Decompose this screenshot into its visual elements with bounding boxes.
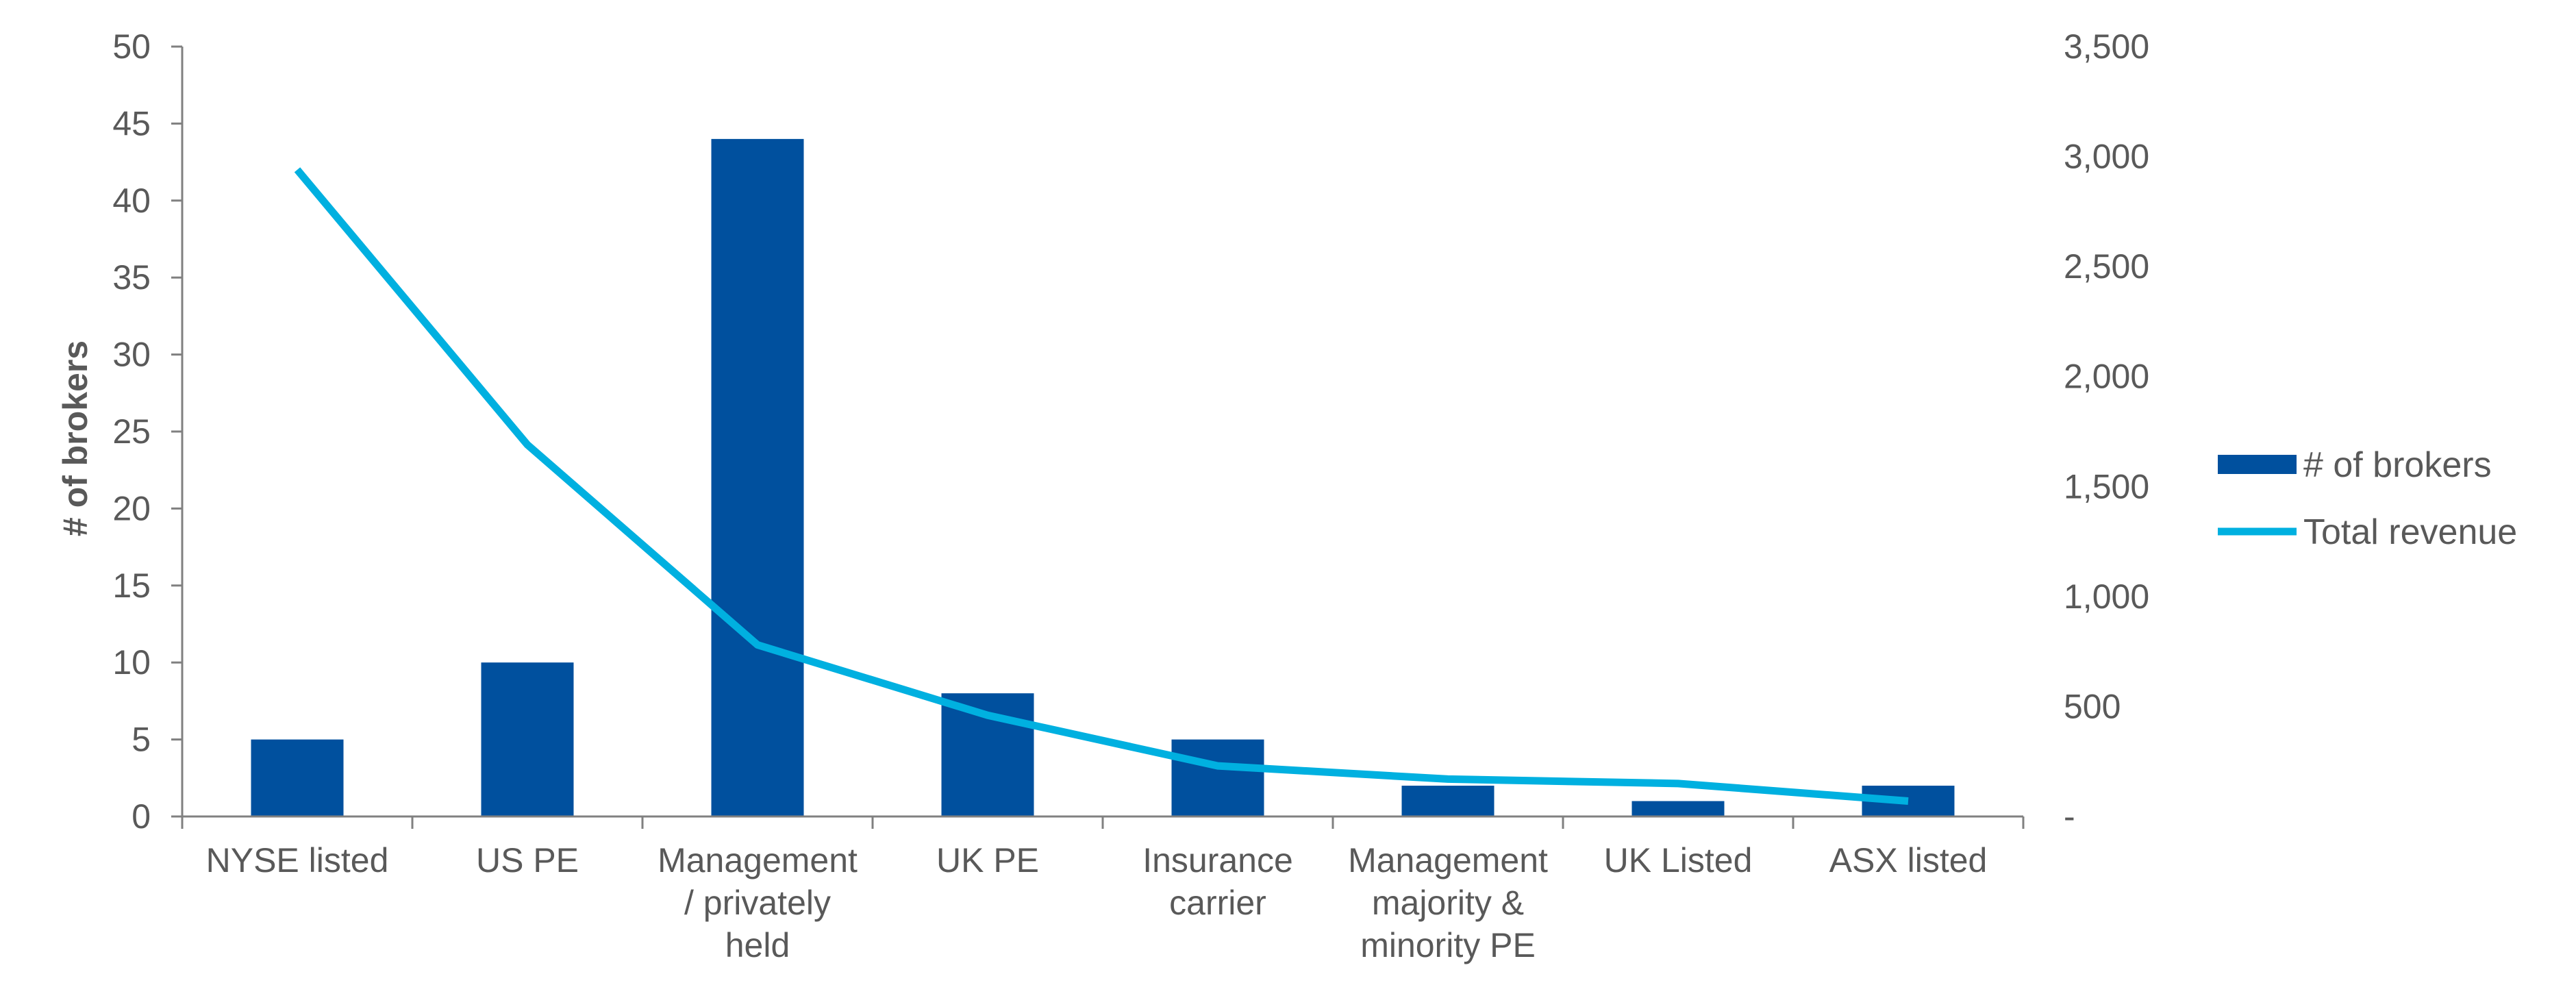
- bar: [481, 662, 574, 816]
- y-right-tick-label: 500: [2064, 687, 2121, 725]
- y-right-tick-label: 1,500: [2064, 467, 2149, 506]
- legend-swatch-bar: [2218, 455, 2297, 474]
- y-left-tick-label: 0: [132, 797, 151, 836]
- y-left-tick-label: 15: [112, 566, 151, 605]
- legend-label-revenue: Total revenue: [2303, 512, 2517, 552]
- x-tick-label: NYSE listed: [206, 841, 389, 880]
- y-right-tick-label: 3,500: [2064, 27, 2149, 66]
- y-left-tick-label: 50: [112, 27, 151, 66]
- x-tick-label: ASX listed: [1829, 841, 1988, 880]
- bar: [251, 739, 344, 816]
- y-left-tick-label: 35: [112, 258, 151, 297]
- y-left-tick-label: 5: [132, 721, 151, 759]
- x-tick-label: Management / privately held: [658, 841, 858, 964]
- legend-label-brokers: # of brokers: [2303, 445, 2492, 485]
- bar: [1401, 786, 1495, 816]
- y-left-tick-label: 20: [112, 489, 151, 527]
- x-tick-label: Insurance carrier: [1142, 841, 1293, 922]
- y-right-tick-label: 1,000: [2064, 577, 2149, 616]
- bar: [711, 138, 804, 816]
- y-right-tick-label: -: [2064, 797, 2075, 836]
- y-right-tick-label: 2,000: [2064, 358, 2149, 396]
- y-left-tick-label: 40: [112, 182, 151, 220]
- bar-series: [251, 138, 1955, 816]
- x-tick-label: US PE: [476, 841, 579, 880]
- y-left-tick-label: 30: [112, 336, 151, 374]
- bar: [1631, 801, 1725, 816]
- bar: [1171, 739, 1264, 816]
- line-series: [294, 167, 1909, 806]
- revenue-line: [294, 167, 1909, 806]
- x-tick-label: Management majority & minority PE: [1348, 841, 1548, 964]
- legend: # of brokers Total revenue: [2218, 445, 2517, 552]
- y-left-tick-label: 25: [112, 412, 151, 451]
- y-axis-title: # of brokers: [56, 340, 95, 536]
- y-right-tick-label: 3,000: [2064, 138, 2149, 176]
- y-left-tick-label: 45: [112, 104, 151, 142]
- x-tick-label: UK Listed: [1604, 841, 1753, 880]
- axes: 0 5 10 15 20 25 30 35 40 45 50 - 500 1,000 1,500 2,000 2…: [112, 27, 2149, 964]
- y-left-tick-label: 10: [112, 643, 151, 682]
- x-tick-label: UK PE: [936, 841, 1039, 880]
- y-right-tick-label: 2,500: [2064, 247, 2149, 286]
